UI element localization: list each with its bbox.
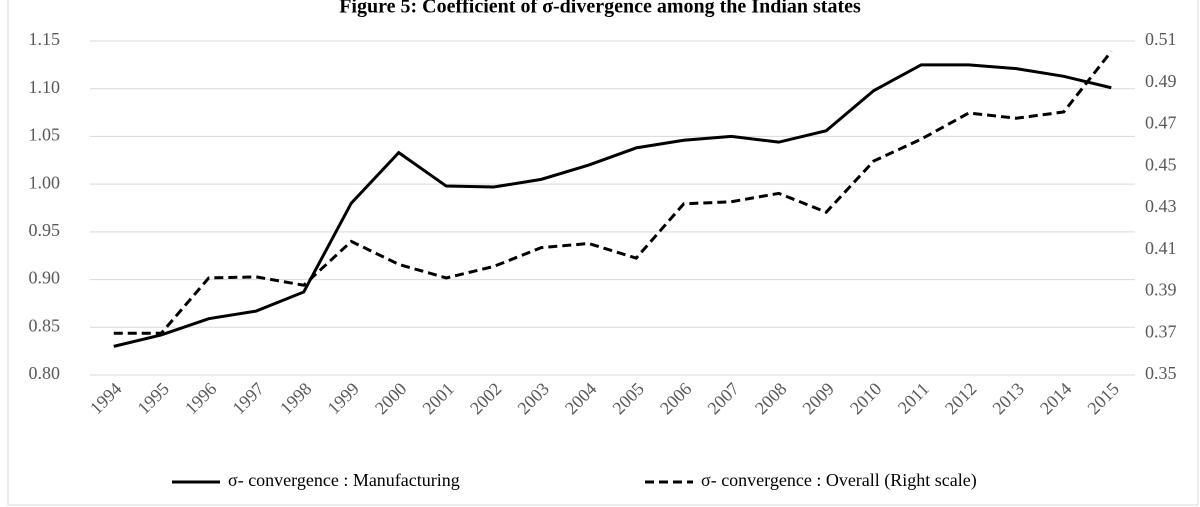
y2-tick-label: 0.49 [1145,71,1177,91]
y2-tick-label: 0.37 [1145,321,1177,341]
y2-tick-label: 0.43 [1145,196,1177,216]
chart-frame [7,0,1199,506]
legend-label: σ- convergence : Overall (Right scale) [701,470,977,491]
y-tick-label: 1.15 [29,29,61,49]
x-tick-label: 1996 [181,379,221,419]
y2-tick-label: 0.45 [1145,154,1177,174]
y2-tick-label: 0.35 [1145,363,1177,383]
x-tick-label: 2006 [656,379,696,419]
y-tick-label: 0.90 [29,268,61,288]
x-tick-label: 2012 [941,379,981,419]
x-tick-label: 2014 [1036,379,1076,419]
x-tick-label: 2013 [988,379,1028,419]
x-tick-label: 2009 [798,379,838,419]
x-tick-label: 2000 [371,379,411,419]
x-tick-label: 1994 [86,379,126,419]
y2-tick-label: 0.51 [1145,29,1177,49]
y-tick-label: 1.05 [29,125,61,145]
y-tick-label: 0.95 [29,220,61,240]
y-tick-label: 1.00 [29,172,61,192]
x-tick-label: 2010 [846,379,886,419]
x-tick-label: 2005 [608,379,648,419]
series-line [113,50,1113,335]
series-line [113,63,1112,348]
x-tick-label: 1998 [276,379,316,419]
x-tick-label: 2007 [703,379,743,419]
y2-tick-label: 0.41 [1145,238,1177,258]
legend-label: σ- convergence : Manufacturing [228,470,460,490]
x-tick-label: 2004 [561,379,601,419]
x-tick-label: 2011 [894,379,933,418]
x-tick-label: 2003 [513,379,553,419]
x-tick-label: 1997 [228,379,268,419]
x-tick-label: 1999 [323,379,363,419]
y-tick-label: 0.85 [29,315,61,335]
y-tick-label: 0.80 [29,363,61,383]
y2-tick-label: 0.47 [1145,113,1177,133]
x-tick-label: 1995 [133,379,173,419]
y2-tick-label: 0.39 [1145,280,1177,300]
x-tick-label: 2008 [751,379,791,419]
x-tick-label: 2001 [418,379,458,419]
x-tick-label: 2015 [1083,379,1123,419]
chart-title: Figure 5: Coefficient of σ-divergence am… [339,0,861,18]
y-tick-label: 1.10 [29,77,61,97]
x-tick-label: 2002 [466,379,506,419]
